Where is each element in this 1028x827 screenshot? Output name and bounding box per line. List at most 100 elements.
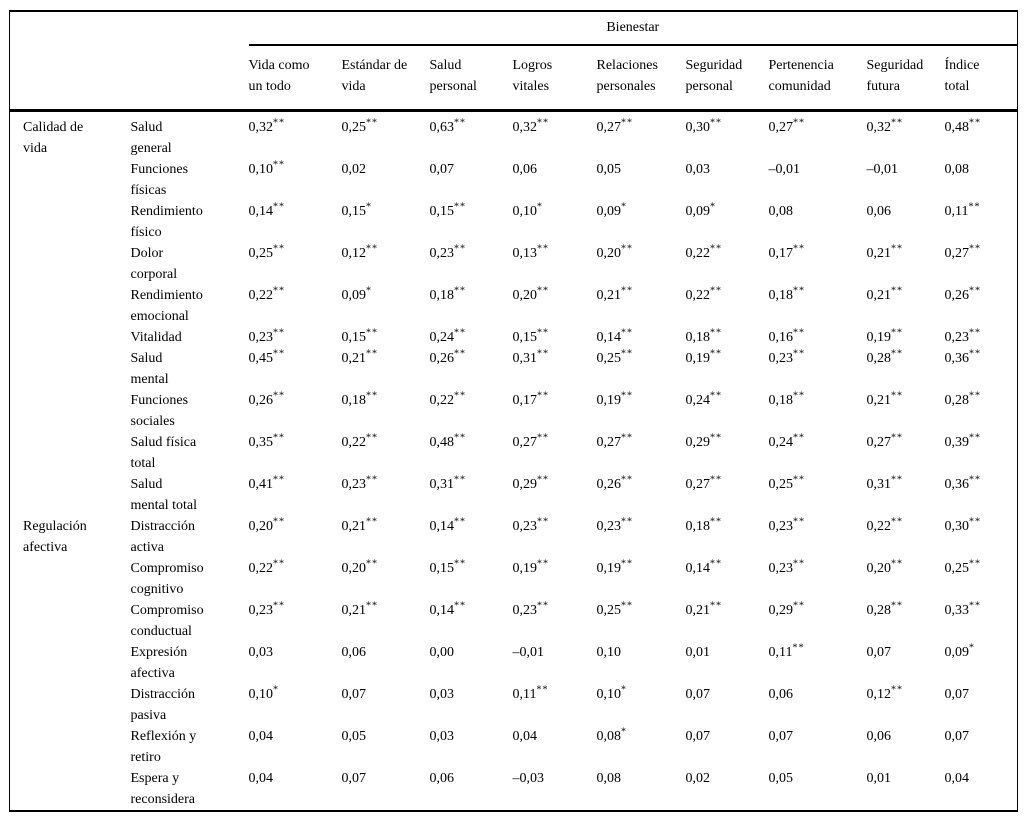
value-cell: 0,23** (429, 243, 466, 261)
value-cell: 0,24** (768, 432, 805, 450)
value-cell: –0,01 (866, 162, 899, 177)
significance-marker: ** (536, 684, 549, 696)
significance-marker: ** (891, 474, 903, 486)
value-cell: 0,27** (944, 243, 981, 261)
column-header: Seguridad futura (866, 45, 945, 112)
significance-marker: ** (454, 600, 466, 612)
value-cell: 0,12** (866, 684, 903, 702)
row-label: Salud mental (130, 351, 169, 387)
value-cell: 0,10* (596, 684, 627, 702)
value-cell: 0,28** (944, 390, 981, 408)
significance-marker: ** (891, 558, 903, 570)
value-cell: 0,26** (248, 390, 285, 408)
value-cell: 0,09* (944, 642, 975, 660)
significance-marker: ** (891, 117, 903, 129)
value-cell: 0,04 (248, 729, 274, 744)
significance-marker: ** (621, 117, 633, 129)
significance-marker: ** (891, 327, 903, 339)
significance-marker: ** (273, 348, 285, 360)
value-cell: 0,18** (768, 390, 805, 408)
significance-marker: ** (366, 348, 378, 360)
value-cell: 0,14** (248, 201, 285, 219)
significance-marker: ** (621, 474, 633, 486)
table-row: Rendimiento emocional 0,22** 0,09* 0,18** 0,… (10, 285, 1018, 327)
significance-marker: ** (891, 243, 903, 255)
value-cell: 0,19** (596, 390, 633, 408)
significance-marker: ** (537, 117, 549, 129)
significance-marker: ** (710, 327, 722, 339)
significance-marker: ** (454, 516, 466, 528)
significance-marker: ** (793, 243, 805, 255)
value-cell: 0,31** (866, 474, 903, 492)
table-row: Salud mental total 0,41** 0,23** 0,31** 0,29… (10, 474, 1018, 516)
value-cell: 0,05 (341, 729, 367, 744)
significance-marker: ** (710, 600, 722, 612)
row-label: Salud general (130, 120, 172, 156)
significance-marker: ** (969, 327, 981, 339)
stub-spacer (9, 45, 249, 112)
significance-marker: * (969, 642, 975, 654)
value-cell: 0,06 (341, 645, 367, 660)
value-cell: 0,31** (512, 348, 549, 366)
value-cell: 0,01 (685, 645, 711, 660)
significance-marker: ** (891, 600, 903, 612)
table-row: Compromiso conductual 0,23** 0,21** 0,14** 0… (10, 600, 1018, 642)
value-cell: 0,35** (248, 432, 285, 450)
value-cell: 0,08 (768, 204, 794, 219)
value-cell: 0,24** (429, 327, 466, 345)
value-cell: 0,00 (429, 645, 455, 660)
value-cell: 0,14** (685, 558, 722, 576)
value-cell: 0,10* (248, 684, 279, 702)
column-header: Vida como un todo (248, 45, 342, 112)
significance-marker: ** (969, 117, 981, 129)
value-cell: 0,21** (866, 390, 903, 408)
value-cell: 0,41** (248, 474, 285, 492)
significance-marker: ** (537, 432, 549, 444)
value-cell: 0,48** (429, 432, 466, 450)
significance-marker: ** (969, 348, 981, 360)
significance-marker: ** (793, 558, 805, 570)
value-cell: 0,23** (341, 474, 378, 492)
significance-marker: ** (366, 516, 378, 528)
significance-marker: ** (710, 390, 722, 402)
significance-marker: ** (621, 390, 633, 402)
row-label: Rendimiento emocional (130, 288, 203, 324)
table-row: Vitalidad 0,23** 0,15** 0,24** 0,15** 0,14** 0… (10, 327, 1018, 348)
value-cell: 0,15** (429, 201, 466, 219)
value-cell: 0,19** (512, 558, 549, 576)
significance-marker: ** (273, 432, 285, 444)
significance-marker: ** (891, 432, 903, 444)
value-cell: 0,28** (866, 348, 903, 366)
value-cell: 0,17** (512, 390, 549, 408)
significance-marker: ** (969, 558, 981, 570)
value-cell: 0,07 (866, 645, 892, 660)
value-cell: 0,18** (685, 327, 722, 345)
value-cell: 0,04 (248, 771, 274, 786)
significance-marker: ** (969, 390, 981, 402)
value-cell: 0,18** (768, 285, 805, 303)
value-cell: 0,30** (944, 516, 981, 534)
significance-marker: ** (710, 432, 722, 444)
row-label: Salud mental total (130, 477, 197, 513)
value-cell: 0,25** (248, 243, 285, 261)
value-cell: 0,21** (596, 285, 633, 303)
value-cell: 0,28** (866, 600, 903, 618)
significance-marker: * (273, 684, 279, 696)
value-cell: 0,48** (944, 117, 981, 135)
value-cell: 0,07 (341, 771, 367, 786)
value-cell: 0,20** (248, 516, 285, 534)
significance-marker: ** (621, 432, 633, 444)
value-cell: 0,10 (596, 645, 622, 660)
significance-marker: * (621, 726, 627, 738)
significance-marker: ** (537, 558, 549, 570)
significance-marker: * (710, 201, 716, 213)
significance-marker: ** (621, 327, 633, 339)
value-cell: 0,02 (341, 162, 367, 177)
value-cell: 0,29** (768, 600, 805, 618)
table-row: Rendimiento físico 0,14** 0,15* 0,15** 0,10*… (10, 201, 1018, 243)
significance-marker: ** (710, 117, 722, 129)
row-label: Rendimiento físico (130, 204, 203, 240)
significance-marker: ** (366, 474, 378, 486)
value-cell: 0,07 (685, 729, 711, 744)
group-label: Calidad de vida (23, 120, 84, 156)
